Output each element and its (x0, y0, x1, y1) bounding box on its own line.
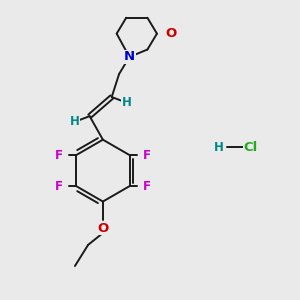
Text: Cl: Cl (244, 141, 258, 154)
Text: H: H (69, 115, 79, 128)
Text: F: F (55, 149, 63, 162)
Text: H: H (122, 96, 132, 109)
Text: F: F (143, 180, 151, 193)
Text: F: F (143, 149, 151, 162)
Text: O: O (165, 27, 176, 40)
Text: F: F (55, 180, 63, 193)
Text: H: H (214, 141, 224, 154)
Text: N: N (124, 50, 135, 64)
Text: O: O (97, 221, 109, 235)
